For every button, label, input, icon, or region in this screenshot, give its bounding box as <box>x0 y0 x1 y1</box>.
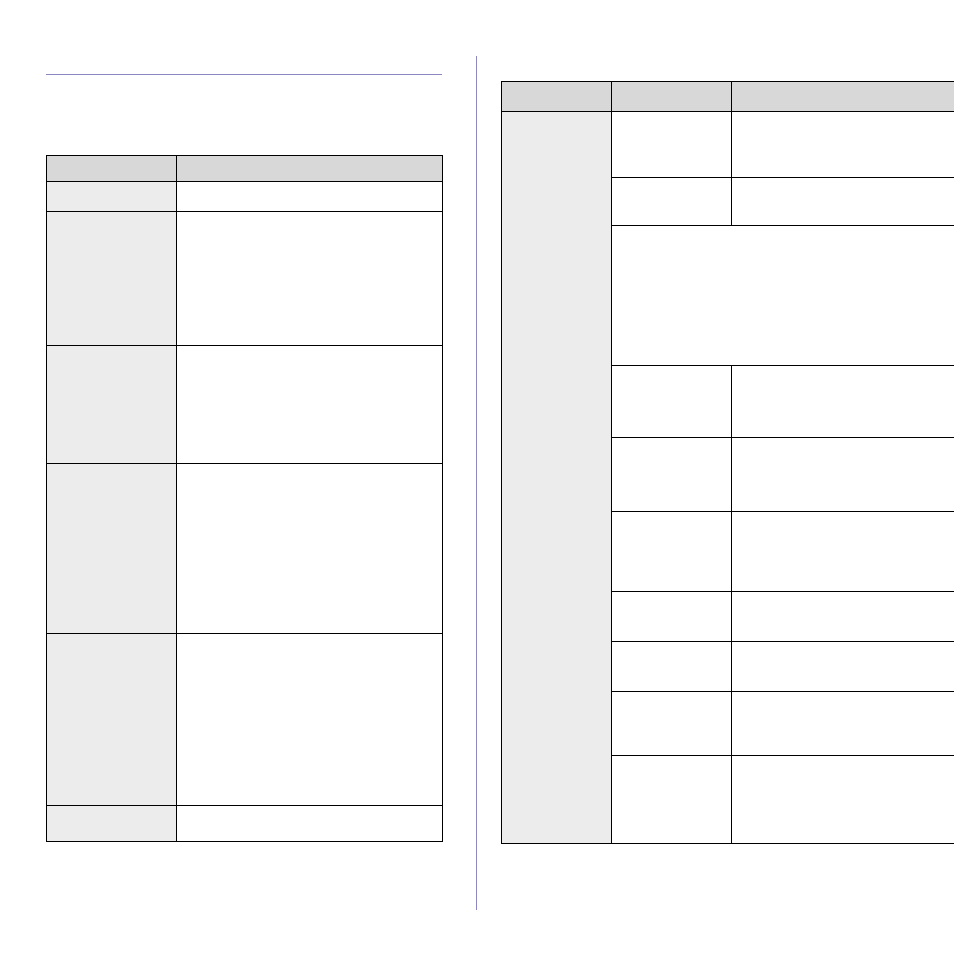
left-table-cell <box>177 464 443 634</box>
left-table-cell <box>47 156 177 182</box>
right-table-cell <box>612 512 732 592</box>
left-table-cell <box>47 346 177 464</box>
left-table-cell <box>47 464 177 634</box>
right-table-cell <box>732 438 954 512</box>
left-table-row <box>47 806 443 842</box>
left-table <box>46 155 443 842</box>
right-table-cell <box>732 512 954 592</box>
right-table-cell <box>612 592 732 642</box>
right-table-cell <box>732 366 954 438</box>
right-table-cell <box>612 82 732 112</box>
right-table-row <box>502 112 954 178</box>
right-table-cell <box>502 82 612 112</box>
right-table <box>501 81 954 844</box>
left-table-row <box>47 156 443 182</box>
left-table-row <box>47 464 443 634</box>
right-table-cell <box>612 366 732 438</box>
left-table-row <box>47 346 443 464</box>
left-table-cell <box>47 212 177 346</box>
right-table-row <box>502 82 954 112</box>
right-table-cell <box>612 226 954 366</box>
left-table-cell <box>177 182 443 212</box>
right-table-cell <box>732 112 954 178</box>
right-table-cell <box>732 642 954 692</box>
right-table-cell <box>732 592 954 642</box>
right-table-cell <box>612 642 732 692</box>
right-table-cell <box>612 178 732 226</box>
right-table-cell <box>612 692 732 756</box>
right-table-cell <box>612 112 732 178</box>
left-table-cell <box>47 806 177 842</box>
left-table-cell <box>177 346 443 464</box>
column-divider <box>476 56 477 910</box>
left-table-row <box>47 182 443 212</box>
right-table-cell <box>732 82 954 112</box>
left-heading-rule <box>46 74 442 75</box>
left-table-cell <box>177 156 443 182</box>
right-table-cell <box>502 112 612 844</box>
left-table-cell <box>47 182 177 212</box>
left-table-row <box>47 634 443 806</box>
right-table-cell <box>612 438 732 512</box>
page <box>0 0 954 954</box>
right-table-cell <box>732 756 954 844</box>
right-table-cell <box>612 756 732 844</box>
left-table-row <box>47 212 443 346</box>
left-table-cell <box>177 634 443 806</box>
left-table-cell <box>177 212 443 346</box>
left-table-cell <box>177 806 443 842</box>
right-table-cell <box>732 692 954 756</box>
right-table-cell <box>732 178 954 226</box>
left-table-cell <box>47 634 177 806</box>
